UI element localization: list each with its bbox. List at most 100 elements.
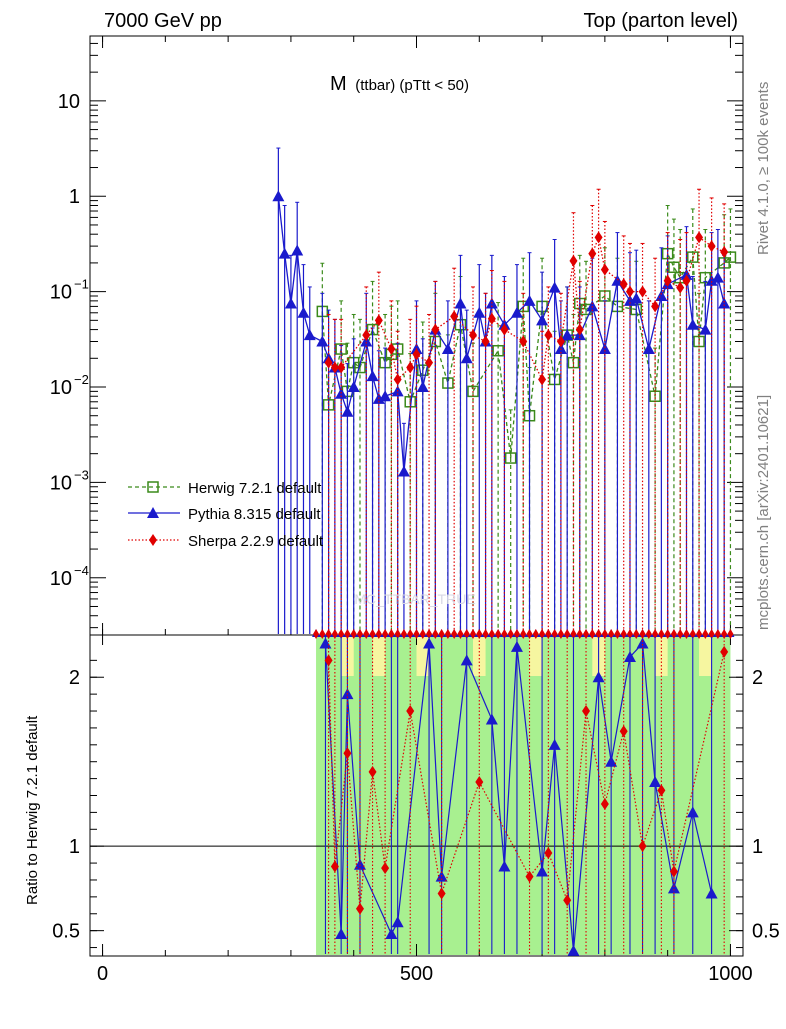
- series-point: [548, 281, 561, 293]
- series-floor-point: [702, 629, 709, 639]
- series-point: [473, 306, 486, 318]
- ratio-point: [582, 705, 591, 718]
- ratio-point: [330, 860, 339, 873]
- ratio-y-tick-label-right-2: 0.5: [752, 921, 780, 943]
- series-point: [487, 312, 496, 325]
- main-y-tick-label-4: 10: [50, 472, 72, 494]
- ratio-point: [544, 846, 553, 859]
- series-point: [586, 300, 599, 312]
- main-y-tick-label-2: 10: [50, 282, 72, 304]
- series-point: [425, 356, 434, 369]
- ratio-y-tick-label-right-0: 2: [752, 667, 763, 689]
- ratio-point: [355, 902, 364, 915]
- series-floor-point: [419, 629, 426, 639]
- main-y-tick-exp-2: −1: [74, 277, 89, 292]
- series-point: [519, 335, 528, 348]
- series-layer: [272, 147, 737, 639]
- series-floor-point: [350, 629, 357, 639]
- series-point: [676, 281, 685, 294]
- ratio-point: [705, 887, 718, 899]
- series-floor-point: [344, 629, 351, 639]
- series-floor-point: [608, 629, 615, 639]
- chart-title-sub: (ttbar) (pTtt < 50): [355, 77, 469, 94]
- series-point: [362, 329, 371, 342]
- series-floor-point: [557, 629, 564, 639]
- series-floor-point: [570, 629, 577, 639]
- ratio-band-yellow-7: [699, 636, 712, 676]
- legend-label-sherpa: Sherpa 2.2.9 default: [188, 533, 324, 550]
- series-point: [705, 274, 718, 286]
- series-point: [416, 381, 429, 393]
- ratio-point: [475, 775, 484, 788]
- series-point: [663, 274, 672, 287]
- ratio-point: [720, 645, 729, 658]
- series-point: [538, 373, 547, 386]
- ratio-point: [343, 747, 352, 760]
- series-floor-point: [670, 629, 677, 639]
- series-point: [366, 370, 379, 382]
- chart-title-main: M: [330, 73, 347, 95]
- series-point: [630, 292, 643, 304]
- series-floor-point: [551, 629, 558, 639]
- legend: Herwig 7.2.1 default Pythia 8.315 defaul…: [128, 480, 324, 550]
- series-floor-point: [319, 629, 326, 639]
- series-floor-point: [633, 629, 640, 639]
- legend-entry-herwig: Herwig 7.2.1 default: [128, 480, 322, 497]
- series-point: [561, 329, 574, 341]
- series-point: [284, 297, 297, 309]
- series-floor-point: [714, 629, 721, 639]
- series-point: [682, 274, 691, 287]
- main-y-tick-label-0: 10: [58, 91, 80, 113]
- series-floor-point: [507, 629, 514, 639]
- series-floor-point: [438, 629, 445, 639]
- ratio-point: [485, 713, 498, 725]
- series-floor-point: [444, 629, 451, 639]
- series-point: [291, 244, 304, 256]
- series-point: [347, 381, 360, 393]
- series-point: [668, 261, 680, 274]
- series-floor-point: [470, 629, 477, 639]
- series-point: [500, 323, 509, 336]
- ratio-y-tick-label-0: 2: [69, 667, 80, 689]
- series-floor-point: [432, 629, 439, 639]
- series-point: [387, 343, 396, 356]
- ratio-point: [391, 916, 404, 928]
- series-point: [718, 297, 731, 309]
- series-point: [720, 246, 729, 259]
- ratio-band-green: [316, 636, 731, 955]
- main-y-tick-exp-4: −3: [74, 467, 89, 482]
- series-point: [481, 335, 490, 348]
- series-point: [337, 361, 346, 374]
- series-point: [316, 335, 329, 347]
- series-floor-point: [639, 629, 646, 639]
- series-floor-point: [375, 629, 382, 639]
- ratio-point: [686, 806, 699, 818]
- legend-marker-triangle: [147, 507, 159, 518]
- ratio-y-tick-label-1: 1: [69, 836, 80, 858]
- series-floor-point: [614, 629, 621, 639]
- series-floor-point: [683, 629, 690, 639]
- series-point: [406, 361, 415, 374]
- series-point: [303, 329, 316, 341]
- ratio-point: [548, 738, 561, 750]
- legend-label-pythia: Pythia 8.315 default: [188, 506, 321, 523]
- main-y-tick-exp-3: −2: [74, 372, 89, 387]
- series-floor-point: [501, 629, 508, 639]
- ratio-point: [638, 840, 647, 853]
- series-point: [687, 251, 699, 263]
- ratio-point: [667, 882, 680, 894]
- series-floor-point: [331, 629, 338, 639]
- series-floor-point: [363, 629, 370, 639]
- series-floor-point: [388, 629, 395, 639]
- series-floor-point: [626, 629, 633, 639]
- series-point: [450, 310, 459, 323]
- series-floor-point: [689, 629, 696, 639]
- main-y-tick-label-1: 1: [69, 186, 80, 208]
- series-floor-point: [652, 629, 659, 639]
- main-y-tick-exp-5: −4: [74, 563, 89, 578]
- main-y-tick-label-3: 10: [50, 377, 72, 399]
- ratio-point: [335, 928, 348, 940]
- ratio-uncertainty-bands: [316, 636, 731, 955]
- series-floor-point: [382, 629, 389, 639]
- ratio-point: [567, 944, 580, 956]
